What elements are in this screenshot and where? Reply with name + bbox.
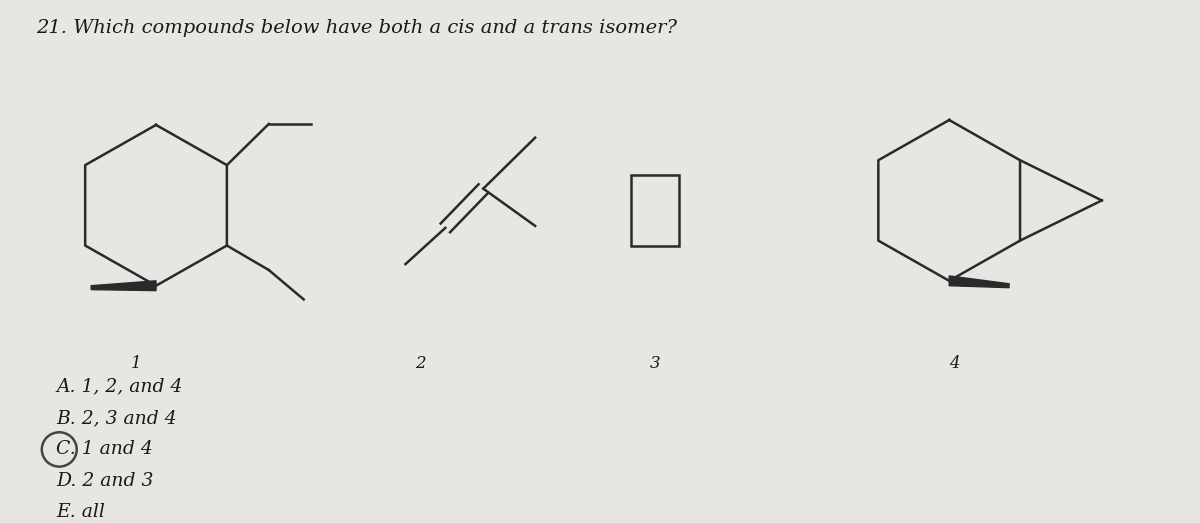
Polygon shape	[91, 281, 156, 291]
Text: 21. Which compounds below have both a cis and a trans isomer?: 21. Which compounds below have both a ci…	[36, 19, 677, 37]
Polygon shape	[949, 276, 1009, 288]
Text: D. 2 and 3: D. 2 and 3	[56, 472, 154, 490]
Text: 3: 3	[649, 355, 660, 372]
Text: B. 2, 3 and 4: B. 2, 3 and 4	[56, 409, 176, 427]
Text: 2: 2	[415, 355, 426, 372]
Text: 1: 1	[131, 355, 142, 372]
Bar	[631, 175, 679, 245]
Text: 4: 4	[949, 355, 960, 372]
Text: C. 1 and 4: C. 1 and 4	[56, 440, 154, 459]
Text: A. 1, 2, and 4: A. 1, 2, and 4	[56, 378, 182, 396]
Text: E. all: E. all	[56, 503, 106, 521]
